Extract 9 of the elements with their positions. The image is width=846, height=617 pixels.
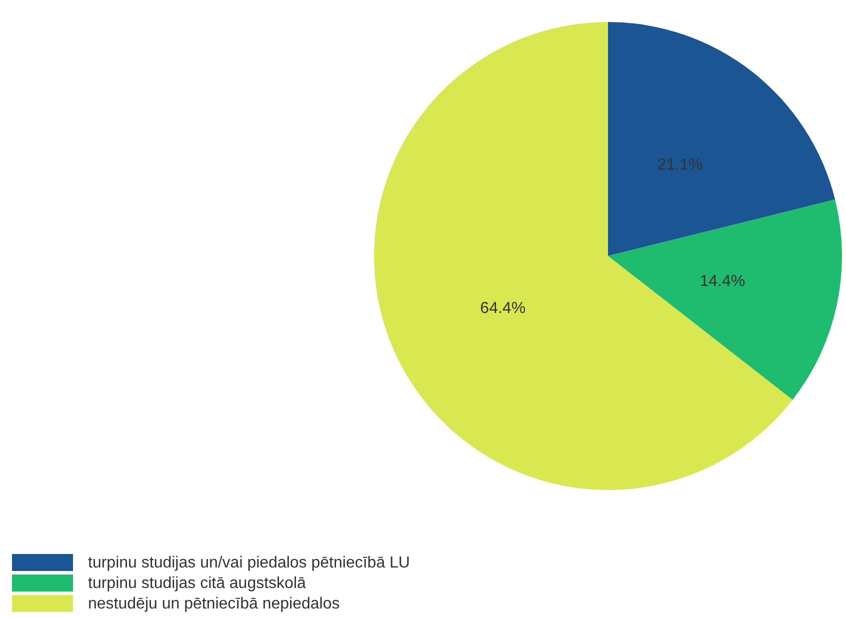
data-label: 64.4% [480,300,526,317]
pie-slice [374,22,793,490]
data-label: 21.1% [657,156,703,174]
legend-label: nestudēju un pētniecībā nepiedalos [88,596,340,612]
data-label: 14.4% [700,272,746,290]
pie-slice [608,22,836,256]
legend-label: turpinu studijas un/vai piedalos pētniecībā LU [88,554,410,572]
legend-label: turpinu studijas citā augstskolā [88,575,306,592]
pie-slice [608,200,842,400]
